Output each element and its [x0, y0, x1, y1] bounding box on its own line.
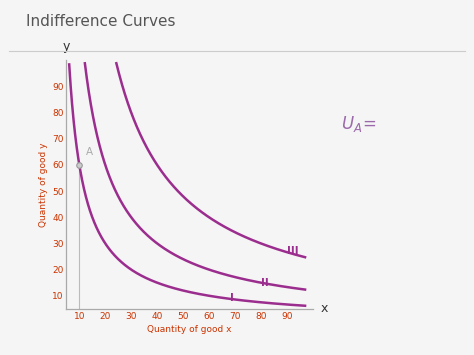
- Text: I: I: [230, 293, 234, 304]
- Text: A: A: [86, 147, 93, 157]
- Text: III: III: [287, 246, 299, 256]
- X-axis label: Quantity of good x: Quantity of good x: [147, 325, 232, 334]
- Text: x: x: [320, 302, 328, 315]
- Text: II: II: [261, 278, 269, 288]
- Text: y: y: [63, 39, 70, 53]
- Y-axis label: Quantity of good y: Quantity of good y: [39, 142, 48, 227]
- Text: $U_A\!=\,$: $U_A\!=\,$: [341, 114, 376, 134]
- Text: Indifference Curves: Indifference Curves: [26, 14, 175, 29]
